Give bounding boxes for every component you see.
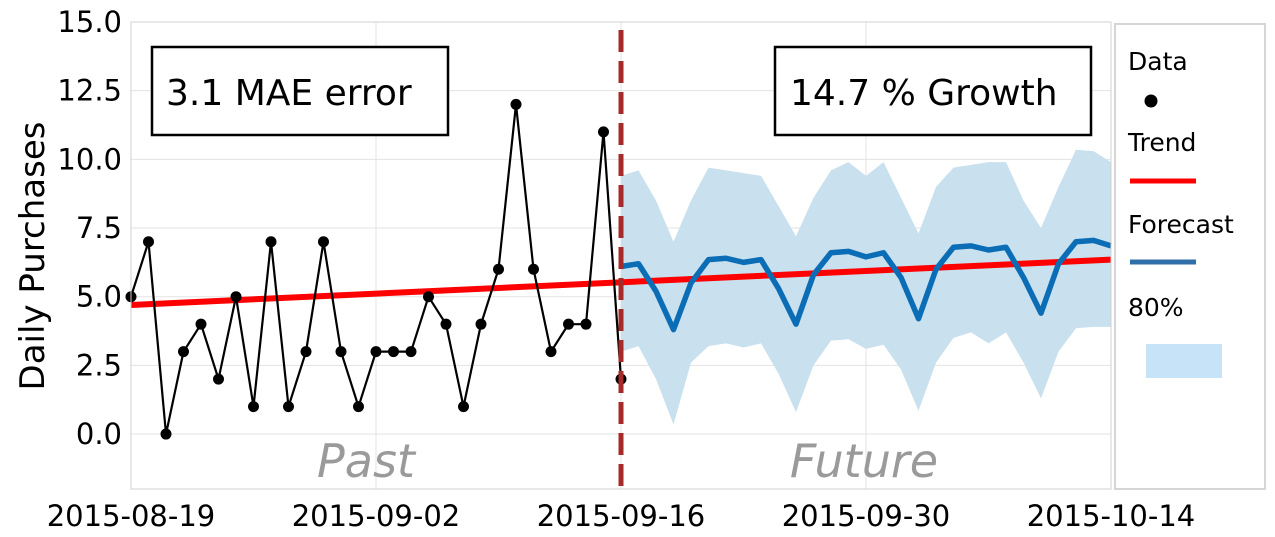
x-axis-ticks: 2015-08-19 2015-09-02 2015-09-16 2015-09-30… [47,499,1196,533]
legend-band-label: 80% [1128,293,1184,322]
data-point [353,401,364,413]
data-point [178,346,189,358]
data-point [265,236,277,248]
data-point [563,318,574,330]
plot-frame [130,21,1112,490]
data-point [300,346,312,358]
growth-box [773,45,1093,137]
data-point [283,401,294,413]
y-tick-label: 15.0 [57,5,122,39]
y-tick-label: 0.0 [76,417,122,451]
y-tick-label: 12.5 [57,74,122,108]
growth-text: 14.7 % Growth [790,73,1058,114]
y-tick-label: 2.5 [76,348,122,382]
y-axis-label: Daily Purchases [13,122,53,391]
forecast-layer [620,237,1112,333]
data-point [423,291,434,303]
data-point [598,126,609,138]
data-point [528,263,539,275]
y-tick-label: 7.5 [76,211,122,245]
y-tick-label: 10.0 [57,142,122,176]
future-label: Future [790,434,938,488]
data-point [493,263,504,275]
data-point [370,346,382,358]
growth-annotation: 14.7 % Growth [773,45,1093,137]
data-point [230,291,242,303]
legend-forecast-label: Forecast [1128,210,1234,239]
legend-trend-label: Trend [1127,128,1196,157]
data-point [510,98,522,110]
forecast-band-layer [621,149,1111,425]
data-point [335,346,347,358]
data-point [160,428,172,440]
legend-data-marker [1144,94,1158,108]
x-tick-label: 2015-09-16 [537,499,706,533]
x-tick-label: 2015-10-14 [1027,499,1196,533]
data-point [545,346,557,358]
data-point [580,318,592,330]
legend: Data Trend Forecast 80% [1114,23,1266,490]
data-point [475,318,487,330]
data-layer [125,98,627,440]
data-point [195,318,207,330]
mae-text: 3.1 MAE error [166,73,412,114]
data-point [388,346,399,358]
data-point [318,236,329,248]
past-label: Past [317,434,417,488]
data-point [248,401,259,413]
forecast-80-band [621,149,1111,425]
data-point [213,373,224,385]
mae-annotation: 3.1 MAE error [150,45,450,137]
forecast-line [620,237,1112,333]
x-tick-label: 2015-09-30 [782,499,951,533]
legend-data-label: Data [1128,47,1188,76]
data-point [143,236,154,248]
data-point [440,318,452,330]
data-point [458,401,469,413]
legend-band-swatch [1146,344,1222,378]
x-tick-label: 2015-08-19 [47,499,216,533]
data-point [405,346,417,358]
y-axis-ticks: 0.0 2.5 5.0 7.5 10.0 12.5 15.0 [57,5,122,451]
mae-box [150,45,450,137]
y-tick-label: 5.0 [76,280,122,314]
legend-frame [1114,23,1266,490]
x-tick-label: 2015-09-02 [292,499,461,533]
